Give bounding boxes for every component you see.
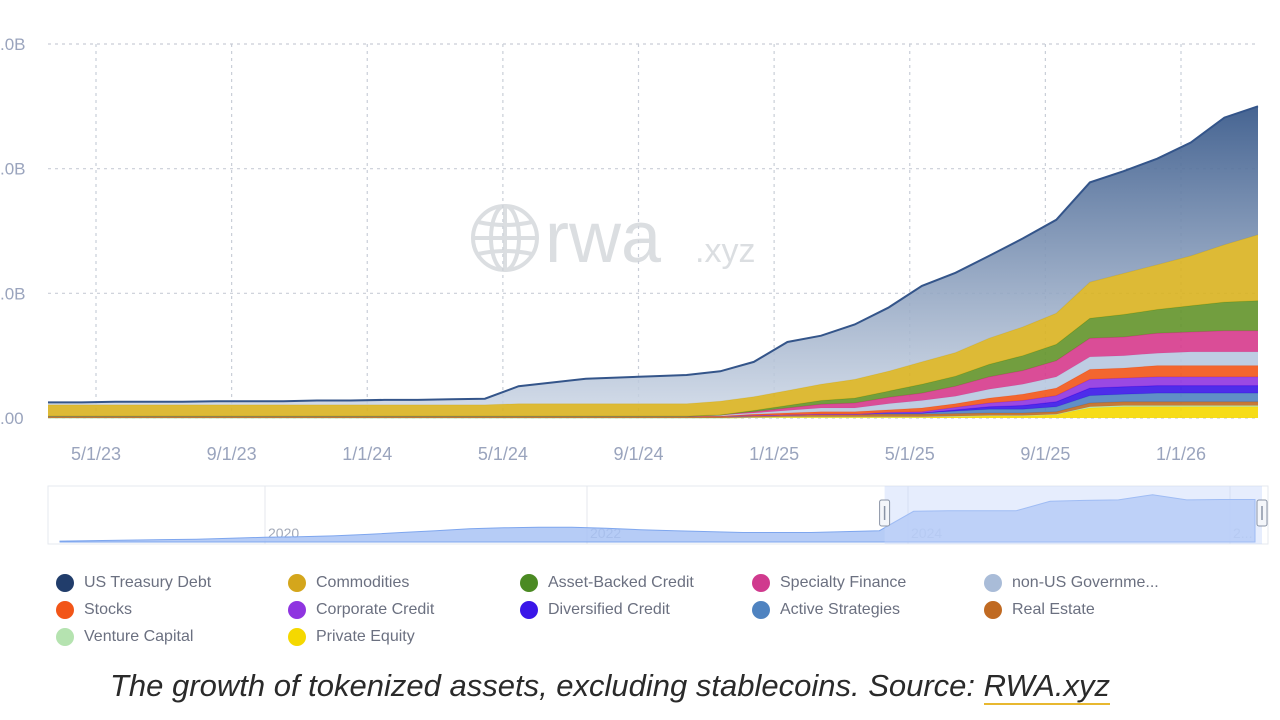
- navigator-series-area: [59, 494, 1256, 543]
- legend-label: US Treasury Debt: [84, 574, 212, 591]
- line-us-treasury-debt: [48, 105, 1259, 404]
- legend-item[interactable]: Specialty Finance: [752, 572, 906, 594]
- y-tick-label: .0B: [0, 35, 26, 54]
- x-tick-label: 9/1/23: [207, 444, 257, 464]
- legend-label: Venture Capital: [84, 628, 194, 645]
- legend-swatch-icon: [56, 601, 74, 619]
- legend-item[interactable]: Diversified Credit: [520, 599, 670, 621]
- legend-label: Diversified Credit: [548, 601, 670, 618]
- legend-label: Private Equity: [316, 628, 415, 645]
- x-tick-label: 1/1/25: [749, 444, 799, 464]
- area-venture-capital: [48, 405, 1258, 418]
- legend-swatch-icon: [520, 601, 538, 619]
- x-tick-label: 5/1/24: [478, 444, 528, 464]
- area-active-strategies: [48, 393, 1258, 417]
- range-navigator[interactable]: 2020202220242...: [47, 485, 1269, 545]
- caption-text: The growth of tokenized assets, excludin…: [110, 668, 984, 703]
- legend-label: Asset-Backed Credit: [548, 574, 694, 591]
- x-tick-label: 1/1/26: [1156, 444, 1206, 464]
- legend-label: Active Strategies: [780, 601, 901, 618]
- legend-swatch-icon: [56, 628, 74, 646]
- legend-item[interactable]: Active Strategies: [752, 599, 900, 621]
- area-non-us-government-debt: [48, 351, 1258, 417]
- legend-swatch-icon: [288, 628, 306, 646]
- y-tick-label: .0B: [0, 284, 26, 303]
- source-link[interactable]: RWA.xyz: [983, 668, 1110, 705]
- legend-swatch-icon: [288, 574, 306, 592]
- legend-label: non-US Governme...: [1012, 574, 1159, 591]
- area-corporate-credit: [48, 376, 1258, 417]
- watermark-main-text: rwa: [545, 198, 662, 278]
- legend-item[interactable]: non-US Governme...: [984, 572, 1159, 594]
- x-tick-label: 9/1/25: [1020, 444, 1070, 464]
- area-us-treasury-debt: [48, 106, 1258, 405]
- chart-legend: US Treasury Debt Commodities Asset-Backed …: [56, 572, 1256, 652]
- y-axis-labels: .00 .0B .0B .0B: [0, 35, 26, 428]
- legend-item[interactable]: Corporate Credit: [288, 599, 434, 621]
- legend-item[interactable]: Commodities: [288, 572, 409, 594]
- x-tick-label: 5/1/25: [885, 444, 935, 464]
- watermark-suffix-text: .xyz: [695, 232, 755, 270]
- navigator-left-handle[interactable]: [879, 499, 891, 527]
- x-tick-label: 9/1/24: [613, 444, 663, 464]
- x-tick-label: 1/1/24: [342, 444, 392, 464]
- legend-swatch-icon: [752, 601, 770, 619]
- legend-item[interactable]: Asset-Backed Credit: [520, 572, 694, 594]
- legend-item[interactable]: Real Estate: [984, 599, 1095, 621]
- y-tick-label: .0B: [0, 160, 26, 179]
- navigator-right-handle[interactable]: [1256, 499, 1268, 527]
- legend-label: Real Estate: [1012, 601, 1095, 618]
- area-diversified-credit: [48, 385, 1258, 417]
- legend-swatch-icon: [520, 574, 538, 592]
- rwa-watermark: rwa .xyz: [471, 198, 755, 278]
- legend-label: Stocks: [84, 601, 133, 618]
- legend-item[interactable]: Private Equity: [288, 626, 415, 648]
- legend-label: Commodities: [316, 574, 410, 591]
- legend-swatch-icon: [56, 574, 74, 592]
- legend-label: Specialty Finance: [780, 574, 907, 591]
- y-tick-label: .00: [0, 409, 24, 428]
- x-axis-labels: 5/1/23 9/1/23 1/1/24 5/1/24 9/1/24 1/1/25 5/1/…: [71, 444, 1206, 464]
- area-stocks: [48, 365, 1258, 417]
- legend-label: Corporate Credit: [316, 601, 435, 618]
- legend-item[interactable]: Stocks: [56, 599, 132, 621]
- legend-swatch-icon: [752, 574, 770, 592]
- area-asset-backed-credit: [48, 300, 1258, 417]
- area-specialty-finance: [48, 330, 1258, 417]
- navigator-selection[interactable]: [884, 486, 1262, 544]
- area-series: [48, 105, 1259, 419]
- legend-item[interactable]: US Treasury Debt: [56, 572, 211, 594]
- legend-swatch-icon: [288, 601, 306, 619]
- legend-swatch-icon: [984, 601, 1002, 619]
- legend-item[interactable]: Venture Capital: [56, 626, 193, 648]
- area-private-equity: [48, 406, 1258, 418]
- legend-swatch-icon: [984, 574, 1002, 592]
- globe-icon: [471, 204, 539, 272]
- x-tick-label: 5/1/23: [71, 444, 121, 464]
- area-commodities: [48, 234, 1258, 417]
- stacked-area-chart: rwa .xyz .00 .0B .0B .0B 5/1/23 9/1/23 1/1/24…: [0, 35, 1269, 545]
- figure-caption: The growth of tokenized assets, excludin…: [0, 668, 1220, 705]
